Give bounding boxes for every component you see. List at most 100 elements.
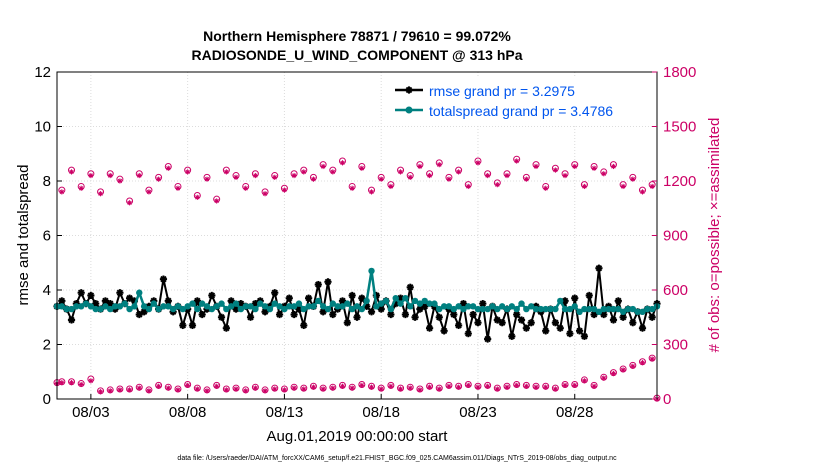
legend-rmse-label: rmse grand pr = 3.2975 — [429, 83, 575, 99]
obs-assimilated-upper-46 — [504, 172, 510, 179]
totalspread-point-36 — [227, 303, 235, 310]
obs-assimilated-lower-20 — [243, 388, 249, 394]
obs-assimilated-lower-13 — [175, 387, 181, 393]
obs-assimilated-upper-27 — [320, 163, 326, 170]
obs-assimilated-lower-17 — [214, 383, 220, 389]
left-y-axis-label: rmse and totalspread — [15, 165, 32, 306]
totalspread-point-65 — [368, 267, 375, 275]
obs-assimilated-upper-8 — [136, 172, 142, 179]
obs-assimilated-lower-39 — [426, 384, 433, 390]
totalspread-point-53 — [310, 303, 317, 310]
totalspread-point-50 — [295, 300, 303, 307]
totalspread-point-2 — [63, 305, 70, 313]
rmse-point-111 — [590, 310, 598, 319]
obs-assimilated-upper-28 — [330, 169, 336, 175]
totalspread-point-55 — [319, 303, 327, 310]
obs-assimilated-lower-58 — [610, 370, 617, 377]
right-y-tick-label-0: 0 — [663, 391, 671, 408]
rmse-point-103 — [551, 319, 559, 327]
obs-assimilated-upper-57 — [610, 163, 617, 170]
obs-assimilated-upper-52 — [562, 172, 568, 179]
totalspread-point-12 — [111, 303, 119, 310]
obs-assimilated-lower-14 — [185, 382, 191, 388]
left-y-tick-label-2: 4 — [43, 282, 51, 299]
obs-assimilated-lower-55 — [581, 378, 588, 384]
rmse-point-82 — [450, 310, 458, 319]
rmse-point-32 — [208, 291, 216, 300]
rmse-point-60 — [343, 319, 351, 327]
obs-assimilated-upper-61 — [649, 183, 655, 190]
rmse-point-13 — [116, 289, 124, 297]
obs-assimilated-lower-45 — [485, 383, 491, 389]
totalspread-point-93 — [503, 305, 511, 313]
obs-assimilated-upper-37 — [417, 163, 423, 170]
rmse-point-55 — [319, 308, 327, 316]
rmse-point-57 — [329, 310, 337, 319]
obs-assimilated-lower-19 — [233, 386, 239, 392]
rmse-point-108 — [575, 327, 584, 335]
obs-assimilated-lower-48 — [514, 382, 520, 388]
obs-assimilated-upper-41 — [456, 169, 462, 175]
obs-assimilated-lower-57 — [601, 375, 607, 381]
totalspread-point-106 — [566, 305, 574, 313]
x-tick-label-3: 08/18 — [362, 404, 400, 421]
totalspread-point-61 — [348, 305, 356, 313]
obs-assimilated-lower-40 — [436, 386, 442, 392]
x-tick-label-4: 08/23 — [459, 404, 497, 421]
totalspread-point-68 — [382, 297, 390, 305]
obs-assimilated-upper-55 — [591, 165, 597, 171]
totalspread-point-37 — [232, 300, 240, 307]
right-y-axis-label: # of obs: o=possible; ×=assimilated — [706, 118, 723, 353]
obs-assimilated-lower-47 — [504, 384, 510, 390]
totalspread-point-87 — [474, 305, 482, 313]
totalspread-point-114 — [605, 305, 612, 313]
obs-assimilated-lower-18 — [223, 387, 229, 393]
totalspread-point-14 — [121, 300, 128, 307]
totalspread-point-8 — [92, 305, 99, 313]
totalspread-point-10 — [102, 303, 109, 310]
totalspread-point-105 — [561, 305, 569, 313]
totalspread-point-43 — [261, 303, 269, 310]
obs-assimilated-upper-47 — [514, 158, 520, 164]
obs-assimilated-upper-60 — [639, 189, 646, 195]
obs-assimilated-lower-56 — [591, 383, 597, 389]
totalspread-point-11 — [107, 305, 114, 313]
totalspread-point-109 — [581, 305, 588, 313]
rmse-point-112 — [595, 264, 603, 272]
obs-assimilated-upper-31 — [359, 165, 365, 171]
obs-assimilated-lower-61 — [639, 360, 646, 366]
rmse-point-89 — [484, 335, 492, 343]
totalspread-point-89 — [484, 305, 491, 313]
totalspread-point-13 — [116, 303, 124, 310]
obs-assimilated-lower-32 — [359, 382, 365, 388]
totalspread-point-122 — [644, 305, 651, 313]
rmse-point-3 — [67, 316, 76, 324]
totalspread-point-39 — [242, 303, 249, 310]
rmse-point-52 — [305, 294, 313, 302]
data-file-footer: data file: /Users/raeder/DAI/ATM_forcXX/… — [177, 455, 617, 462]
totalspread-point-40 — [247, 303, 254, 310]
totalspread-point-24 — [169, 305, 177, 313]
obs-assimilated-upper-6 — [117, 178, 123, 184]
left-y-tick-label-4: 8 — [43, 173, 51, 190]
totalspread-point-52 — [305, 303, 312, 310]
obs-assimilated-lower-1 — [59, 380, 65, 386]
obs-assimilated-lower-29 — [330, 385, 336, 391]
obs-assimilated-lower-36 — [397, 386, 404, 392]
rmse-point-61 — [348, 291, 356, 300]
chart-title-line1: Northern Hemisphere 78871 / 79610 = 99.0… — [203, 28, 511, 44]
totalspread-point-85 — [465, 303, 472, 310]
x-tick-label-2: 08/13 — [266, 404, 304, 421]
rmse-point-107 — [571, 294, 579, 302]
totalspread-point-18 — [140, 303, 148, 310]
totalspread-point-64 — [363, 297, 370, 305]
right-y-tick-label-6: 1800 — [663, 64, 696, 81]
totalspread-point-45 — [271, 300, 278, 307]
obs-assimilated-lower-54 — [572, 382, 578, 388]
obs-assimilated-upper-18 — [233, 174, 239, 180]
obs-assimilated-upper-42 — [465, 183, 471, 190]
obs-assimilated-upper-24 — [291, 172, 297, 179]
totalspread-point-66 — [373, 303, 380, 310]
obs-assimilated-upper-39 — [436, 162, 442, 168]
rmse-point-97 — [522, 324, 530, 332]
